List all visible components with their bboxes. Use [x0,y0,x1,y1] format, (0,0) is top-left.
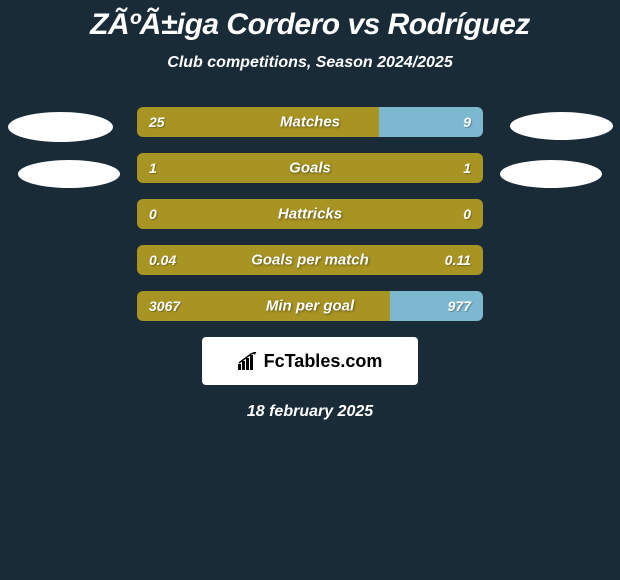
player-right-ellipse-2 [500,160,602,188]
stat-value-right: 0 [463,206,471,222]
stat-row-goals: 1 Goals 1 [137,153,483,183]
stat-value-left: 0.04 [149,252,176,268]
stat-left-bar [137,107,379,137]
logo-box[interactable]: FcTables.com [202,337,418,385]
stat-row-min-per-goal: 3067 Min per goal 977 [137,291,483,321]
stat-label: Goals [289,160,331,177]
stat-value-left: 0 [149,206,157,222]
stat-label: Hattricks [278,206,342,223]
stat-row-goals-per-match: 0.04 Goals per match 0.11 [137,245,483,275]
player-left-ellipse-2 [18,160,120,188]
stat-value-right: 0.11 [445,252,471,268]
stat-value-left: 3067 [149,298,180,314]
chart-icon [238,352,260,370]
stat-label: Min per goal [266,298,354,315]
page-title: ZÃºÃ±iga Cordero vs Rodríguez [0,8,620,42]
stats-area: 25 Matches 9 1 Goals 1 0 Hattricks 0 [0,107,620,321]
stat-value-left: 25 [149,114,165,130]
stat-row-matches: 25 Matches 9 [137,107,483,137]
stat-label: Matches [280,114,340,131]
comparison-container: ZÃºÃ±iga Cordero vs Rodríguez Club compe… [0,0,620,421]
stat-value-left: 1 [149,160,157,176]
stat-label: Goals per match [251,252,369,269]
player-left-ellipse-1 [8,112,113,142]
player-right-ellipse-1 [510,112,613,140]
logo-text: FcTables.com [264,351,383,372]
stat-value-right: 9 [463,114,471,130]
date-text: 18 february 2025 [0,403,620,421]
stat-value-right: 977 [448,298,471,314]
page-subtitle: Club competitions, Season 2024/2025 [0,54,620,72]
stat-row-hattricks: 0 Hattricks 0 [137,199,483,229]
stat-rows: 25 Matches 9 1 Goals 1 0 Hattricks 0 [137,107,483,321]
stat-value-right: 1 [463,160,471,176]
